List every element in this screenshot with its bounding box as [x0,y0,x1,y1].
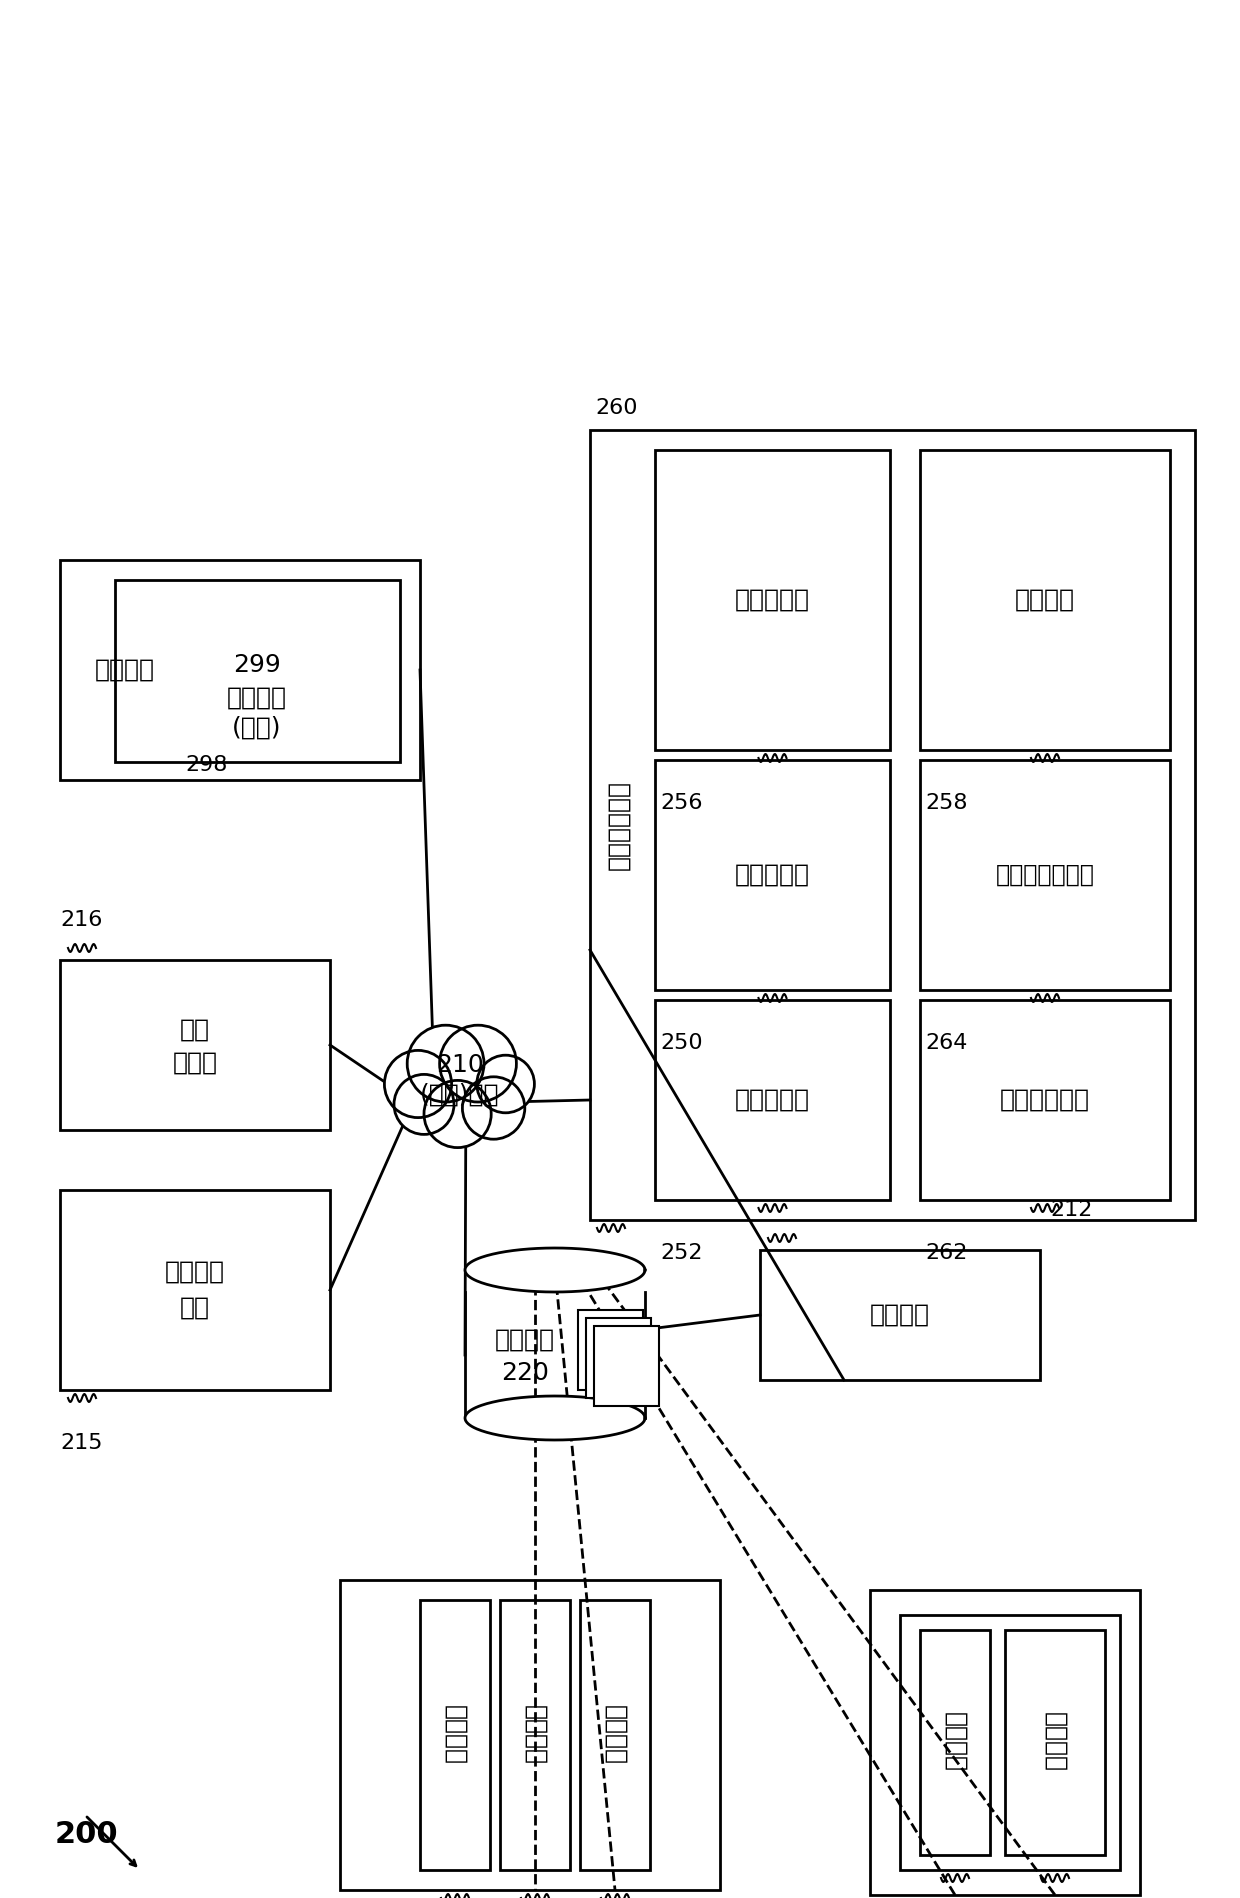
Text: 252: 252 [660,1243,703,1262]
Text: (多条): (多条) [232,716,281,740]
Bar [760,1251,1040,1380]
Text: 数据收集: 数据收集 [165,1260,224,1285]
Circle shape [394,1074,454,1135]
Text: 跟踪器: 跟踪器 [172,1051,217,1074]
Bar [920,1000,1171,1200]
Text: 反馈分析器: 反馈分析器 [735,588,810,611]
Bar [60,1190,330,1389]
Text: 路线简档: 路线简档 [942,1712,967,1773]
Circle shape [424,1080,491,1148]
Text: 216: 216 [60,909,103,930]
Bar [578,1310,642,1389]
Circle shape [477,1055,534,1112]
Circle shape [463,1076,525,1139]
Bar [655,759,890,991]
Bar [60,560,420,780]
Text: 路线制订因子: 路线制订因子 [999,1088,1090,1112]
Text: 299: 299 [233,653,281,678]
Bar [580,1600,650,1870]
Text: 路线选择器: 路线选择器 [735,1088,810,1112]
Text: 260: 260 [595,399,637,418]
Text: 用户简档: 用户简档 [443,1704,467,1765]
Circle shape [407,1025,484,1103]
Bar [594,1327,658,1406]
Polygon shape [465,1397,645,1441]
Bar [655,1000,890,1200]
Text: 路线生成器: 路线生成器 [735,864,810,886]
Text: 组件: 组件 [180,1296,210,1319]
Text: 显现组件: 显现组件 [95,659,155,681]
Text: 220: 220 [501,1361,549,1386]
Text: 建议路线: 建议路线 [227,685,286,710]
Bar [500,1600,570,1870]
Text: 298: 298 [185,755,227,774]
Bar [585,1317,651,1399]
Polygon shape [465,1249,645,1293]
Bar [1004,1630,1105,1854]
Text: 推断引擎: 推断引擎 [870,1304,930,1327]
Text: 路线特征: 路线特征 [1043,1712,1066,1773]
Text: 事件: 事件 [180,1017,210,1042]
Bar [590,431,1195,1220]
Text: 250: 250 [660,1033,703,1053]
Bar [420,1600,490,1870]
Text: 路线制订上下文: 路线制订上下文 [996,864,1095,886]
Text: 262: 262 [925,1243,967,1262]
Bar [900,1615,1120,1870]
Circle shape [384,1050,451,1118]
Bar [920,759,1171,991]
Text: 存储装置: 存储装置 [495,1329,556,1351]
Text: 路线得分: 路线得分 [1016,588,1075,611]
Bar [340,1579,720,1890]
Bar [115,581,401,761]
Text: (多个)网络: (多个)网络 [420,1084,500,1107]
Text: 路线制订引擎: 路线制订引擎 [606,780,630,869]
Text: 用户特征: 用户特征 [603,1704,627,1765]
Polygon shape [465,1293,645,1418]
Text: 用户偏好: 用户偏好 [523,1704,547,1765]
Circle shape [440,1025,516,1103]
Bar [920,450,1171,750]
Text: 256: 256 [660,793,703,812]
Text: 258: 258 [925,793,967,812]
Bar [920,1630,990,1854]
Text: 264: 264 [925,1033,967,1053]
Text: 212: 212 [1050,1200,1092,1220]
Bar [655,450,890,750]
Text: 215: 215 [60,1433,103,1454]
Bar [870,1591,1140,1894]
Text: 210: 210 [436,1053,484,1076]
Text: 200: 200 [55,1820,119,1849]
Bar [60,960,330,1129]
